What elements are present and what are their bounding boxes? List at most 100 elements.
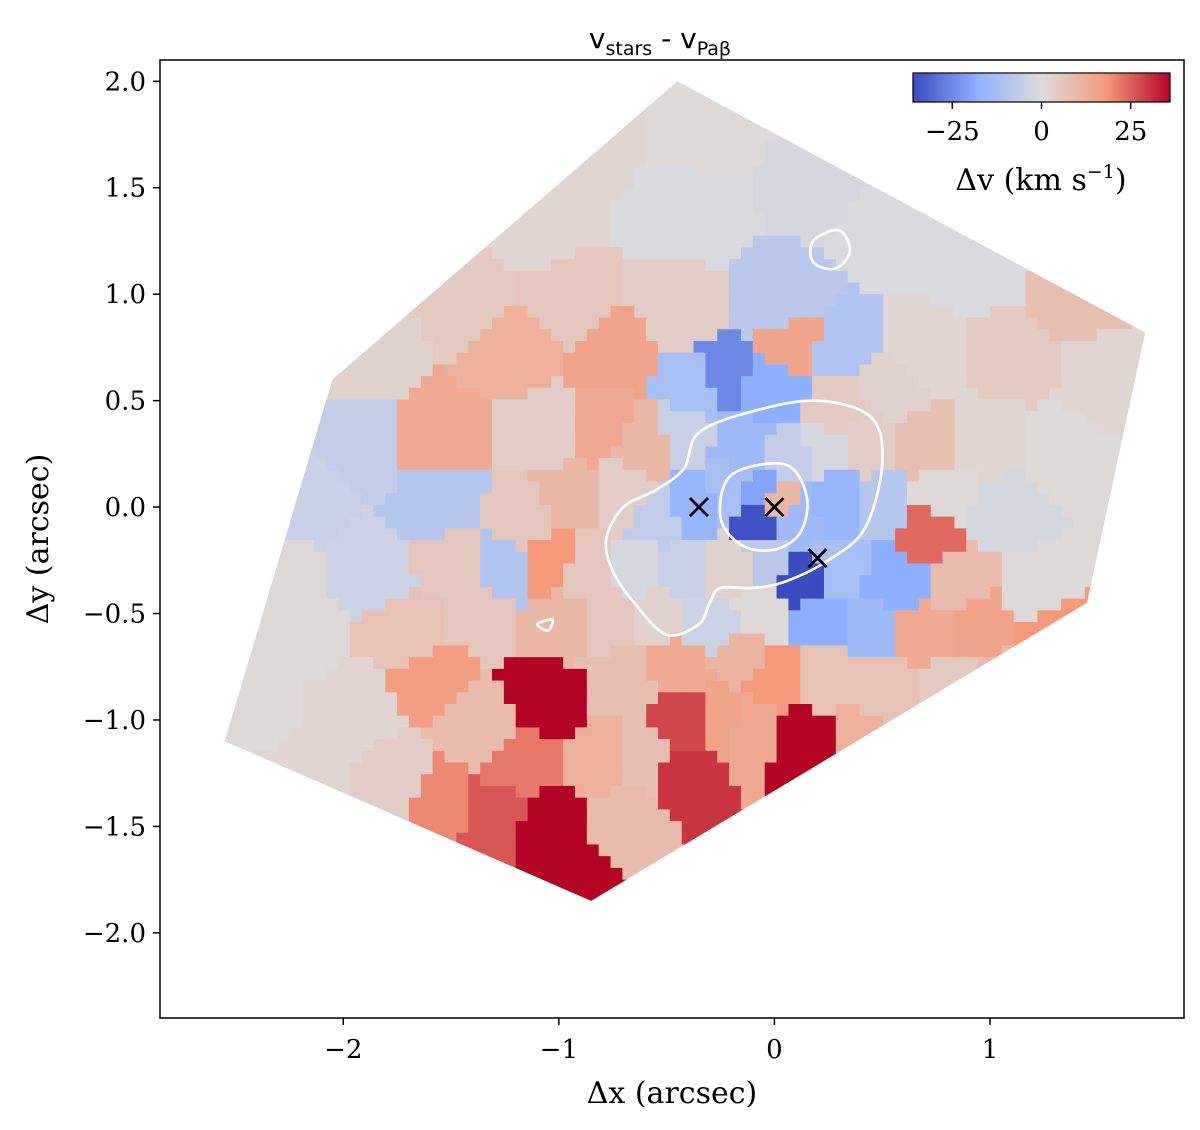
map-pixel bbox=[337, 212, 351, 225]
map-pixel bbox=[1168, 423, 1180, 435]
map-pixel bbox=[835, 703, 849, 717]
map-pixel bbox=[491, 81, 505, 85]
map-pixel bbox=[1180, 142, 1192, 154]
map-pixel bbox=[290, 177, 303, 190]
map-pixel bbox=[966, 270, 979, 284]
map-pixel bbox=[740, 130, 754, 143]
map-pixel bbox=[1144, 422, 1146, 436]
map-pixel bbox=[1001, 118, 1015, 131]
map-pixel bbox=[397, 341, 410, 354]
map-pixel bbox=[776, 622, 790, 635]
map-pixel bbox=[468, 610, 481, 623]
map-pixel bbox=[895, 434, 908, 447]
map-pixel bbox=[432, 352, 446, 366]
map-pixel bbox=[776, 692, 790, 705]
map-pixel bbox=[669, 551, 683, 565]
map-pixel bbox=[954, 223, 967, 237]
map-pixel bbox=[1084, 212, 1098, 225]
map-pixel bbox=[871, 715, 884, 729]
map-pixel bbox=[574, 668, 588, 682]
map-pixel bbox=[598, 668, 612, 682]
map-pixel bbox=[408, 703, 422, 717]
map-pixel bbox=[847, 130, 861, 143]
map-pixel bbox=[361, 95, 375, 108]
map-pixel bbox=[302, 305, 315, 319]
map-pixel bbox=[444, 212, 458, 225]
map-pixel bbox=[610, 610, 624, 623]
map-pixel bbox=[918, 668, 932, 682]
map-pixel bbox=[1156, 107, 1168, 119]
map-pixel bbox=[693, 352, 707, 366]
map-pixel bbox=[1132, 259, 1145, 272]
map-pixel bbox=[764, 516, 778, 529]
map-pixel bbox=[397, 504, 410, 518]
map-pixel bbox=[207, 716, 219, 728]
map-pixel bbox=[681, 598, 695, 611]
map-pixel bbox=[207, 201, 219, 213]
map-pixel bbox=[266, 563, 280, 576]
map-pixel bbox=[373, 106, 386, 120]
map-pixel bbox=[812, 83, 825, 96]
map-pixel bbox=[349, 177, 363, 190]
map-pixel bbox=[266, 516, 280, 529]
map-pixel bbox=[278, 516, 292, 529]
map-pixel bbox=[224, 422, 232, 436]
map-pixel bbox=[420, 130, 434, 143]
map-pixel bbox=[432, 247, 446, 260]
map-pixel bbox=[586, 610, 600, 623]
map-pixel bbox=[669, 235, 683, 248]
map-pixel bbox=[942, 411, 956, 424]
map-pixel bbox=[1049, 235, 1062, 248]
map-pixel bbox=[184, 177, 196, 189]
map-pixel bbox=[906, 200, 920, 213]
map-pixel bbox=[408, 563, 422, 576]
map-pixel bbox=[1096, 259, 1110, 272]
map-pixel bbox=[646, 657, 659, 670]
map-pixel bbox=[942, 469, 956, 483]
map-pixel bbox=[657, 329, 671, 342]
map-pixel bbox=[302, 223, 315, 237]
map-pixel bbox=[895, 668, 908, 682]
map-pixel bbox=[823, 434, 837, 447]
map-pixel bbox=[657, 528, 671, 541]
map-pixel bbox=[515, 247, 529, 260]
map-pixel bbox=[669, 610, 683, 623]
map-pixel bbox=[776, 141, 790, 155]
map-pixel bbox=[1180, 493, 1192, 505]
map-pixel bbox=[847, 341, 861, 354]
map-pixel bbox=[800, 610, 813, 623]
map-pixel bbox=[764, 481, 778, 494]
map-pixel bbox=[1001, 259, 1015, 272]
map-pixel bbox=[989, 458, 1003, 471]
map-pixel bbox=[1084, 294, 1098, 307]
map-pixel bbox=[385, 446, 398, 459]
map-pixel bbox=[1108, 352, 1122, 366]
map-pixel bbox=[883, 657, 896, 670]
map-pixel bbox=[160, 563, 172, 575]
map-pixel bbox=[196, 540, 208, 552]
map-pixel bbox=[847, 329, 861, 342]
map-pixel bbox=[326, 95, 339, 108]
map-pixel bbox=[740, 235, 754, 248]
map-pixel bbox=[752, 633, 766, 647]
map-pixel bbox=[243, 657, 256, 670]
map-pixel bbox=[527, 434, 541, 447]
map-pixel bbox=[835, 411, 849, 424]
map-pixel bbox=[432, 177, 446, 190]
map-pixel bbox=[657, 715, 671, 729]
map-pixel bbox=[1084, 118, 1098, 131]
map-pixel bbox=[634, 387, 647, 401]
map-pixel bbox=[835, 376, 849, 389]
map-pixel bbox=[764, 118, 778, 131]
map-pixel bbox=[444, 680, 458, 693]
map-pixel bbox=[895, 282, 908, 295]
map-pixel bbox=[657, 130, 671, 143]
map-pixel bbox=[231, 680, 244, 693]
map-pixel bbox=[598, 376, 612, 389]
map-pixel bbox=[622, 235, 635, 248]
map-pixel bbox=[397, 223, 410, 237]
map-pixel bbox=[871, 141, 884, 155]
map-pixel bbox=[184, 294, 196, 306]
map-pixel bbox=[563, 376, 576, 389]
map-pixel bbox=[266, 165, 280, 178]
